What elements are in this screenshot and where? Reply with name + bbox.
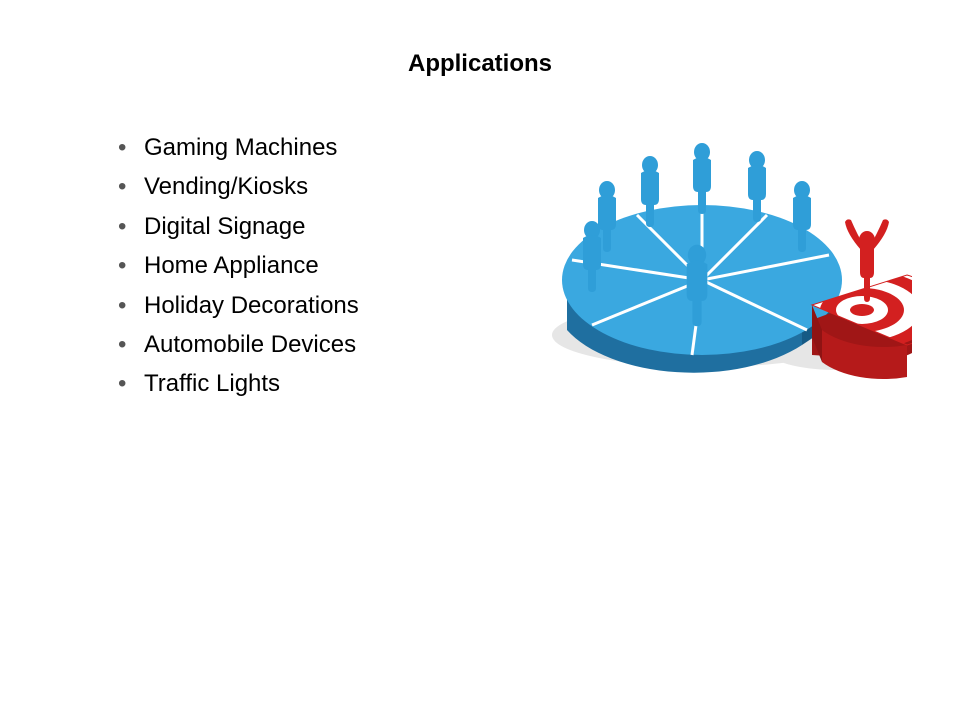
bullet-list: Gaming Machines Vending/Kiosks Digital S… (108, 132, 359, 408)
list-item: Digital Signage (108, 211, 359, 243)
list-item: Vending/Kiosks (108, 171, 359, 203)
list-item: Holiday Decorations (108, 290, 359, 322)
slide: Applications Gaming Machines Vending/Kio… (0, 0, 960, 720)
person-icon (693, 143, 711, 214)
pie-people-svg (532, 110, 912, 410)
list-item: Traffic Lights (108, 368, 359, 400)
list-item: Automobile Devices (108, 329, 359, 361)
slide-title: Applications (0, 50, 960, 78)
list-item: Home Appliance (108, 250, 359, 282)
pie-people-graphic (532, 110, 912, 410)
list-item: Gaming Machines (108, 132, 359, 164)
